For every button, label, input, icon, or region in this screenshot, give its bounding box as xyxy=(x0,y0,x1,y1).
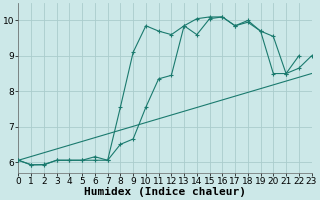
X-axis label: Humidex (Indice chaleur): Humidex (Indice chaleur) xyxy=(84,187,246,197)
